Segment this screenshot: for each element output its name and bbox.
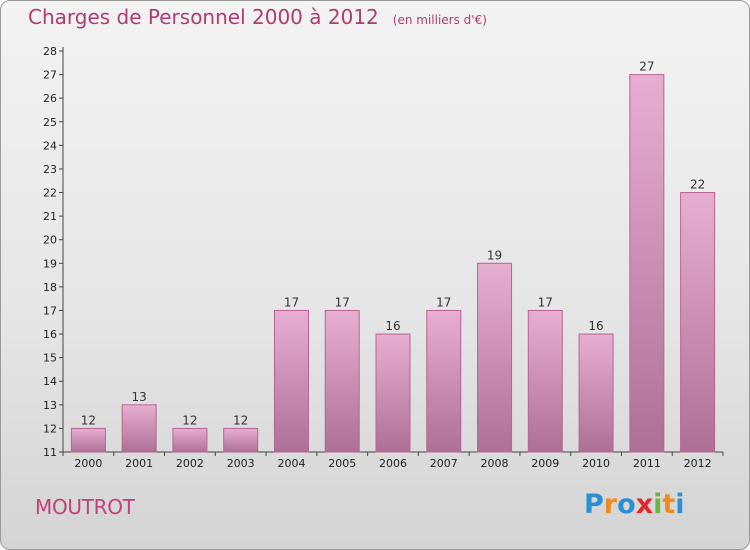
data-label: 27 [639,60,654,74]
data-label: 19 [487,248,502,262]
y-tick-label: 18 [43,281,57,294]
y-tick-label: 15 [43,352,57,365]
x-tick-label: 2008 [481,457,509,470]
logo-letter: t [662,489,676,520]
chart-title-text: Charges de Personnel 2000 à 2012 [28,5,379,29]
y-tick-label: 14 [43,375,57,388]
x-tick-label: 2000 [74,457,102,470]
bar [680,192,716,453]
data-label: 16 [385,319,400,333]
x-tick-label: 2007 [430,457,458,470]
x-tick-label: 2005 [328,457,356,470]
data-labels: 12 13 12 12 17 17 16 17 19 17 16 27 22 [81,60,706,428]
y-tick-label: 20 [43,234,57,247]
y-tick-label: 27 [43,69,57,82]
bar [578,333,614,453]
bar [70,427,106,453]
x-tick-label: 2009 [531,457,559,470]
y-tick-label: 16 [43,328,57,341]
x-tick-label: 2010 [582,457,610,470]
y-tick-label: 13 [43,399,57,412]
data-label: 17 [538,295,553,309]
y-tick-label: 28 [43,45,57,58]
y-tick-label: 24 [43,139,57,152]
data-label: 17 [436,295,451,309]
x-tick-label: 2001 [125,457,153,470]
town-name: MOUTROT [35,495,135,519]
x-tick-label: 2002 [176,457,204,470]
logo-letter: x [635,489,654,520]
bar [324,309,360,453]
y-tick-label: 12 [43,422,57,435]
data-label: 16 [588,319,603,333]
data-label: 22 [690,178,705,192]
data-label: 12 [81,413,96,427]
x-tick-label: 2003 [227,457,255,470]
x-tick-label: 2012 [684,457,712,470]
bar [121,404,157,453]
logo-letter: P [584,489,604,520]
chart-title: Charges de Personnel 2000 à 2012 (en mill… [28,5,487,29]
bar [223,427,259,453]
y-tick-label: 19 [43,257,57,270]
y-tick-label: 11 [43,446,57,459]
bars [70,74,716,453]
y-tick-label: 22 [43,187,57,200]
proxiti-logo: Proxiti [584,489,685,520]
data-label: 12 [182,413,197,427]
data-label: 17 [335,295,350,309]
y-tick-label: 25 [43,116,57,129]
data-label: 12 [233,413,248,427]
bar [426,309,462,453]
data-label: 17 [284,295,299,309]
bar [172,427,208,453]
logo-letter: i [653,489,663,520]
bar [375,333,411,453]
bar [273,309,309,453]
y-tick-label: 21 [43,210,57,223]
y-tick-label: 23 [43,163,57,176]
y-tick-label: 26 [43,92,57,105]
x-tick-label: 2006 [379,457,407,470]
chart-unit: (en milliers d'€) [392,13,487,27]
bar [477,262,513,453]
logo-letter: o [617,489,636,520]
x-tick-label: 2011 [633,457,661,470]
logo-letter: i [675,489,685,520]
bar [527,309,563,453]
logo-letter: r [603,489,618,520]
bar [629,74,665,453]
y-tick-label: 17 [43,304,57,317]
data-label: 13 [132,390,147,404]
axes: 11 12 13 14 15 16 17 18 19 20 21 22 23 24 25 26 27 28 2000… [43,45,724,470]
x-tick-label: 2004 [277,457,305,470]
